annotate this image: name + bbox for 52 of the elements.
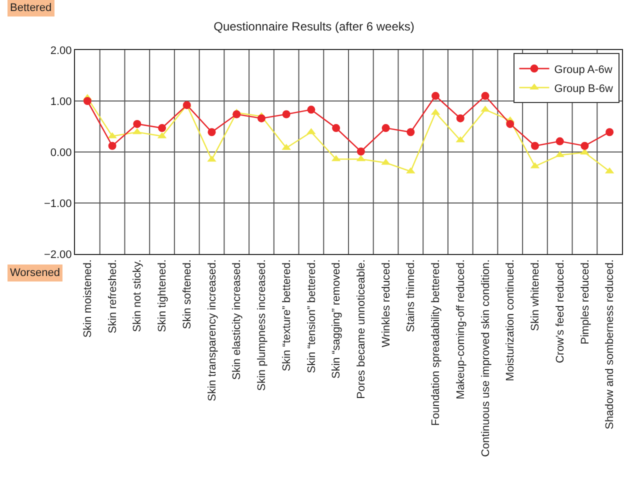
x-tick-label: Shadow and somberness reduced.	[604, 259, 616, 430]
point	[530, 142, 539, 150]
point	[108, 142, 116, 150]
point	[580, 142, 589, 150]
point	[332, 124, 340, 132]
point	[556, 137, 564, 146]
legend-label: Group A-6w	[554, 64, 612, 76]
y-tick-label: −2.00	[44, 248, 72, 261]
point	[406, 128, 415, 136]
x-tick-label: Foundation spreadability bettered.	[430, 259, 442, 426]
legend-label: Group B-6w	[554, 82, 614, 95]
text: Worsened	[10, 267, 60, 279]
y-tick-label: 0.00	[50, 146, 72, 159]
y-tick-label: −1.00	[44, 198, 72, 210]
point	[282, 110, 290, 118]
x-tick-label: Skin “sagging” removed.	[330, 259, 343, 379]
x-tick-label: Pimples reduced.	[579, 259, 592, 344]
point	[356, 147, 365, 156]
x-tick-label: Pores became unnoticeable.	[356, 259, 368, 399]
point	[382, 124, 390, 132]
x-tick-label: Wrinkles reduced.	[380, 259, 392, 348]
x-tick-label: Skin tightened.	[156, 259, 169, 332]
x-tick-label: Skin transparency increased.	[206, 259, 218, 402]
point	[432, 92, 440, 100]
point	[481, 92, 490, 100]
x-tick-label: Skin softened.	[181, 259, 194, 330]
x-tick-label: Skin “texture” bettered.	[280, 259, 293, 372]
x-tick-label: Makeup-coming-off reduced.	[454, 259, 467, 400]
x-tick-label: Skin whitened.	[530, 259, 542, 331]
y-tick-label: 2.00	[50, 44, 72, 57]
x-tick-label: Continuous use improved skin condition.	[480, 259, 492, 457]
point	[307, 106, 316, 114]
x-tick-label: Crow’s feed reduced.	[554, 259, 566, 364]
text: Bettered	[10, 2, 52, 14]
x-tick-label: Skin refreshed.	[106, 259, 119, 334]
point	[158, 124, 166, 132]
point	[456, 114, 464, 122]
point	[506, 120, 514, 128]
y-tick-label: 1.00	[50, 96, 72, 108]
x-tick-label: Skin plumpness increased.	[256, 259, 268, 391]
x-tick-label: Moisturization continued.	[504, 259, 517, 382]
point	[83, 97, 92, 105]
x-tick-label: Stains thinned.	[405, 259, 418, 332]
point	[208, 128, 216, 136]
point	[133, 120, 142, 128]
point	[606, 128, 614, 136]
chart-title: Questionnaire Results (after 6 weeks)	[214, 20, 414, 34]
x-tick-label: Skin not sticky.	[132, 259, 144, 332]
point	[257, 114, 266, 122]
x-tick-label: Skin “tension” bettered.	[306, 259, 318, 374]
x-tick-label: Skin elasticity increased.	[231, 259, 244, 380]
x-tick-label: Skin moistened.	[82, 259, 94, 338]
